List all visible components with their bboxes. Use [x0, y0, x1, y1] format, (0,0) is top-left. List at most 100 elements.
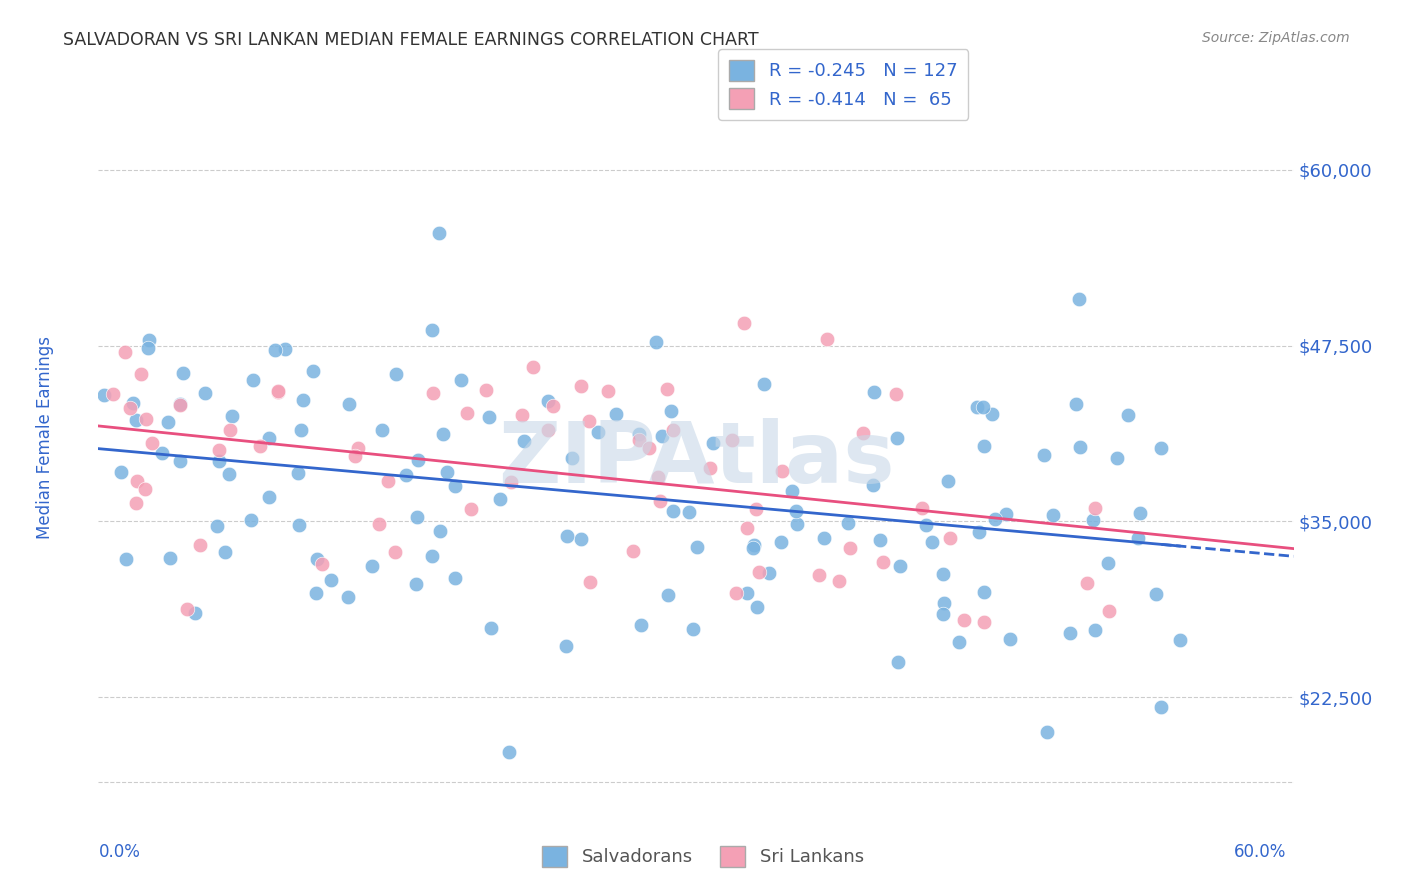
Point — [136, 341, 159, 355]
Point — [948, 635, 970, 649]
Point — [249, 440, 271, 454]
Point — [460, 502, 482, 516]
Point — [302, 364, 325, 378]
Point — [1033, 448, 1056, 462]
Point — [973, 615, 995, 629]
Point — [995, 507, 1018, 521]
Point — [758, 566, 780, 580]
Text: 60.0%: 60.0% — [1234, 843, 1286, 861]
Text: 0.0%: 0.0% — [98, 843, 141, 861]
Point — [214, 544, 236, 558]
Point — [839, 541, 862, 555]
Point — [138, 333, 160, 347]
Point — [169, 397, 191, 411]
Point — [1129, 506, 1152, 520]
Point — [972, 400, 994, 414]
Point — [770, 535, 793, 549]
Point — [1084, 623, 1107, 637]
Point — [628, 433, 651, 447]
Point — [360, 558, 382, 573]
Point — [813, 531, 835, 545]
Point — [205, 519, 228, 533]
Point — [1076, 576, 1098, 591]
Point — [343, 450, 366, 464]
Point — [745, 600, 768, 615]
Point — [537, 393, 560, 408]
Point — [569, 379, 592, 393]
Point — [267, 384, 290, 399]
Point — [121, 396, 143, 410]
Point — [578, 575, 600, 590]
Point — [702, 436, 724, 450]
Point — [287, 467, 309, 481]
Point — [429, 524, 451, 538]
Point — [915, 518, 938, 533]
Point — [208, 443, 231, 458]
Point — [432, 426, 454, 441]
Point — [311, 558, 333, 572]
Point — [436, 465, 458, 479]
Legend: Salvadorans, Sri Lankans: Salvadorans, Sri Lankans — [534, 838, 872, 874]
Point — [869, 533, 891, 547]
Point — [115, 552, 138, 566]
Point — [1084, 501, 1107, 516]
Point — [501, 475, 523, 489]
Point — [135, 412, 157, 426]
Point — [967, 524, 990, 539]
Point — [395, 467, 418, 482]
Point — [686, 540, 709, 554]
Point — [953, 613, 976, 627]
Point — [699, 461, 721, 475]
Point — [450, 373, 472, 387]
Point — [488, 491, 510, 506]
Point — [569, 532, 592, 546]
Point — [932, 607, 955, 621]
Text: SALVADORAN VS SRI LANKAN MEDIAN FEMALE EARNINGS CORRELATION CHART: SALVADORAN VS SRI LANKAN MEDIAN FEMALE E… — [63, 31, 759, 49]
Point — [1144, 587, 1167, 601]
Point — [267, 385, 290, 400]
Point — [384, 545, 406, 559]
Point — [159, 550, 181, 565]
Point — [420, 323, 443, 337]
Point — [290, 424, 312, 438]
Text: ZIPAtlas: ZIPAtlas — [498, 417, 894, 500]
Point — [188, 538, 211, 552]
Point — [742, 541, 765, 555]
Point — [169, 453, 191, 467]
Point — [169, 399, 191, 413]
Point — [555, 529, 578, 543]
Point — [422, 386, 444, 401]
Point — [628, 427, 651, 442]
Point — [305, 585, 328, 599]
Point — [125, 413, 148, 427]
Point — [657, 588, 679, 602]
Point — [862, 478, 884, 492]
Point — [93, 388, 115, 402]
Point — [852, 425, 875, 440]
Point — [1081, 513, 1104, 527]
Point — [651, 429, 673, 443]
Point — [264, 343, 287, 357]
Point — [1098, 604, 1121, 618]
Point — [1069, 440, 1091, 454]
Point — [541, 399, 564, 413]
Point — [1067, 292, 1090, 306]
Point — [621, 544, 644, 558]
Point — [837, 516, 859, 531]
Point — [884, 387, 907, 401]
Point — [219, 423, 242, 437]
Point — [172, 366, 194, 380]
Point — [408, 452, 430, 467]
Point — [966, 400, 988, 414]
Point — [561, 450, 583, 465]
Point — [405, 576, 427, 591]
Point — [110, 465, 132, 479]
Point — [932, 567, 955, 582]
Point — [1105, 450, 1128, 465]
Point — [129, 367, 152, 381]
Point — [733, 316, 755, 330]
Point — [682, 622, 704, 636]
Point — [194, 386, 217, 401]
Point — [124, 496, 146, 510]
Point — [479, 621, 502, 635]
